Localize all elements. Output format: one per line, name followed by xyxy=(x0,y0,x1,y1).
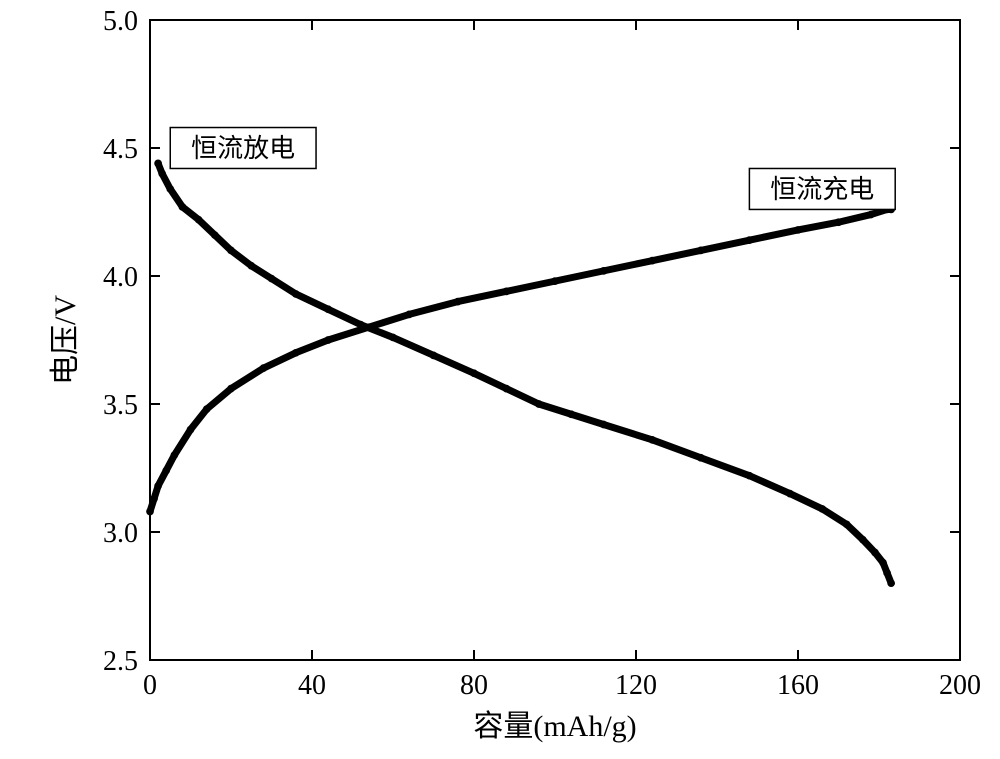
series-point xyxy=(324,336,332,344)
series-point xyxy=(227,385,235,393)
series-point xyxy=(859,536,867,544)
x-tick-label: 200 xyxy=(939,670,981,701)
series-point xyxy=(835,218,843,226)
series-point xyxy=(600,421,608,429)
series-point xyxy=(150,495,158,503)
y-tick-label: 4.5 xyxy=(103,134,138,165)
y-tick-label: 5.0 xyxy=(103,6,138,37)
series-point xyxy=(843,520,851,528)
series-point xyxy=(551,277,559,285)
series-point xyxy=(179,203,187,211)
series-point xyxy=(166,185,174,193)
series-point xyxy=(389,334,397,342)
series-point xyxy=(867,211,875,219)
series-point xyxy=(503,288,511,296)
y-tick-label: 2.5 xyxy=(103,646,138,677)
series-point xyxy=(146,508,154,516)
series-point xyxy=(818,505,826,513)
series-point xyxy=(187,426,195,434)
series-point xyxy=(697,454,705,462)
x-tick-label: 160 xyxy=(777,670,819,701)
series-point xyxy=(365,323,373,331)
series-point xyxy=(786,490,794,498)
series-point xyxy=(746,236,754,244)
series-point xyxy=(535,400,543,408)
series-point xyxy=(162,467,170,475)
y-tick-label: 3.0 xyxy=(103,518,138,549)
series-point xyxy=(211,231,219,239)
series-point xyxy=(170,451,178,459)
x-tick-label: 0 xyxy=(143,670,157,701)
series-point xyxy=(879,559,887,567)
legend-label-1: 恒流充电 xyxy=(770,175,874,204)
series-point xyxy=(292,290,300,298)
series-point xyxy=(470,369,478,377)
y-tick-label: 4.0 xyxy=(103,262,138,293)
series-point xyxy=(247,262,255,270)
series-point xyxy=(158,170,166,178)
series-point xyxy=(154,482,162,490)
series-point xyxy=(697,247,705,255)
series-point xyxy=(600,267,608,275)
series-point xyxy=(260,364,268,372)
series-point xyxy=(195,216,203,224)
y-tick-label: 3.5 xyxy=(103,390,138,421)
series-point xyxy=(794,226,802,234)
series-point xyxy=(648,436,656,444)
series-point xyxy=(648,257,656,265)
x-axis-label: 容量(mAh/g) xyxy=(473,710,636,743)
series-point xyxy=(405,311,413,319)
series-point xyxy=(430,352,438,360)
x-tick-label: 80 xyxy=(460,670,488,701)
x-tick-label: 40 xyxy=(298,670,326,701)
series-point xyxy=(887,579,895,587)
series-point xyxy=(567,410,575,418)
legend-label-0: 恒流放电 xyxy=(191,134,295,163)
series-point xyxy=(268,275,276,283)
chart-svg: 0 40 80 120 160 200 2.5 3.0 3.5 4.0 4.5 5.0 容量(mAh/g… xyxy=(0,0,1000,759)
series-point xyxy=(203,405,211,413)
y-axis-label: 电压/V xyxy=(49,295,82,385)
series-point xyxy=(292,349,300,357)
x-tick-label: 120 xyxy=(615,670,657,701)
line-chart: 0 40 80 120 160 200 2.5 3.0 3.5 4.0 4.5 5.0 容量(mAh/g… xyxy=(0,0,1000,759)
series-point xyxy=(871,549,879,557)
series-point xyxy=(503,385,511,393)
series-point xyxy=(324,305,332,313)
series-point xyxy=(883,569,891,577)
series-point xyxy=(227,247,235,255)
series-point xyxy=(154,160,162,168)
series-point xyxy=(454,298,462,306)
series-point xyxy=(746,472,754,480)
